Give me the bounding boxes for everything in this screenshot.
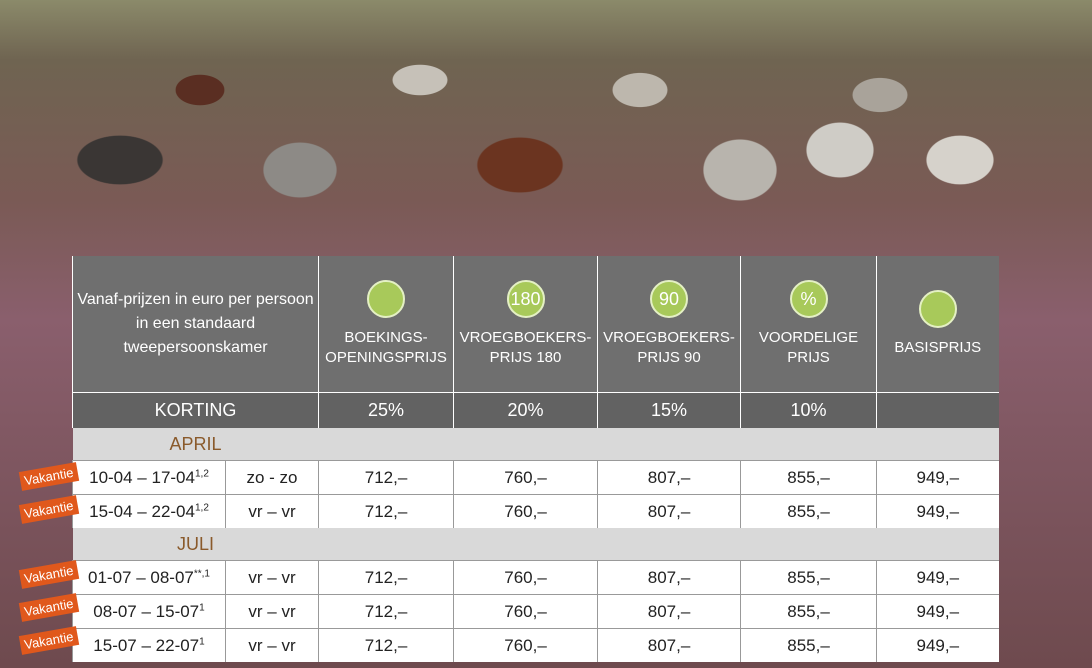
dates: 08-07 – 15-071	[73, 595, 226, 629]
month-row: APRIL	[73, 428, 999, 461]
icon: 90	[650, 280, 688, 318]
price: 855,–	[741, 561, 877, 595]
footnote: 1	[199, 602, 205, 613]
month-fill	[319, 528, 999, 561]
column-header: BASISPRIJS	[877, 256, 999, 393]
price-table: Vanaf-prijzen in euro per persoon in een…	[72, 256, 999, 662]
column-label: VROEGBOEKERS-	[454, 328, 597, 348]
icon: 180	[507, 280, 545, 318]
price: 807,–	[598, 461, 741, 495]
days: vr – vr	[226, 561, 319, 595]
discount-label: KORTING	[73, 393, 319, 429]
dates: 15-04 – 22-041,2	[73, 495, 226, 529]
column-label: VOORDELIGE	[741, 328, 876, 348]
days: vr – vr	[226, 595, 319, 629]
days: vr – vr	[226, 629, 319, 663]
footnote: **,1	[194, 568, 210, 579]
discount-value	[877, 393, 999, 429]
intro: Vanaf-prijzen in euro per persoon in een…	[73, 256, 319, 393]
price: 855,–	[741, 595, 877, 629]
dates-text: 08-07 – 15-07	[93, 602, 199, 621]
price: 760,–	[454, 495, 598, 529]
page: Vanaf-prijzen in euro per persoon in een…	[0, 0, 1092, 668]
column-label: VROEGBOEKERS-	[598, 328, 740, 348]
price: 760,–	[454, 629, 598, 663]
dates-text: 01-07 – 08-07	[88, 568, 194, 587]
price: 949,–	[877, 461, 999, 495]
price: 760,–	[454, 461, 598, 495]
icon	[367, 280, 405, 318]
discount-value: 20%	[454, 393, 598, 429]
price: 760,–	[454, 595, 598, 629]
dates-text: 15-07 – 22-07	[93, 636, 199, 655]
price: 855,–	[741, 629, 877, 663]
header-row: Vanaf-prijzen in euro per persoon in een…	[73, 256, 999, 393]
icon: %	[790, 280, 828, 318]
price: 807,–	[598, 495, 741, 529]
column-label: BOEKINGS-	[319, 328, 453, 348]
dates-text: 10-04 – 17-04	[89, 468, 195, 487]
dates: 15-07 – 22-071	[73, 629, 226, 663]
price: 712,–	[319, 461, 454, 495]
price: 760,–	[454, 561, 598, 595]
price: 949,–	[877, 629, 999, 663]
price: 807,–	[598, 595, 741, 629]
footnote: 1,2	[195, 502, 209, 513]
price: 949,–	[877, 595, 999, 629]
price: 807,–	[598, 561, 741, 595]
column-label: PRIJS 180	[454, 348, 597, 368]
dates-text: 15-04 – 22-04	[89, 502, 195, 521]
discount-value: 10%	[741, 393, 877, 429]
price: 712,–	[319, 629, 454, 663]
days: zo - zo	[226, 461, 319, 495]
price: 712,–	[319, 561, 454, 595]
dates: 01-07 – 08-07**,1	[73, 561, 226, 595]
price: 949,–	[877, 495, 999, 529]
footnote: 1	[199, 636, 205, 647]
column-header: BOEKINGS-OPENINGSPRIJS	[319, 256, 454, 393]
month: APRIL	[73, 428, 319, 461]
price: 855,–	[741, 495, 877, 529]
footnote: 1,2	[195, 468, 209, 479]
days: vr – vr	[226, 495, 319, 529]
column-header: 90 VROEGBOEKERS-PRIJS 90	[598, 256, 741, 393]
column-label: BASISPRIJS	[877, 338, 999, 358]
price: 712,–	[319, 595, 454, 629]
month-row: JULI	[73, 528, 999, 561]
icon	[919, 290, 957, 328]
holiday-tag: Vakantie	[19, 495, 79, 524]
discount-value: 15%	[598, 393, 741, 429]
holiday-tag: Vakantie	[19, 593, 79, 622]
price: 949,–	[877, 561, 999, 595]
month-fill	[319, 428, 999, 461]
price: 712,–	[319, 495, 454, 529]
holiday-tag: Vakantie	[19, 560, 79, 589]
holiday-tag: Vakantie	[19, 462, 79, 491]
price: 807,–	[598, 629, 741, 663]
holiday-tag: Vakantie	[19, 626, 79, 655]
column-header: 180 VROEGBOEKERS-PRIJS 180	[454, 256, 598, 393]
column-label: PRIJS	[741, 348, 876, 368]
dates: 10-04 – 17-041,2	[73, 461, 226, 495]
discount-value: 25%	[319, 393, 454, 429]
price: 855,–	[741, 461, 877, 495]
column-label: PRIJS 90	[598, 348, 740, 368]
month: JULI	[73, 528, 319, 561]
column-label: OPENINGSPRIJS	[319, 348, 453, 368]
